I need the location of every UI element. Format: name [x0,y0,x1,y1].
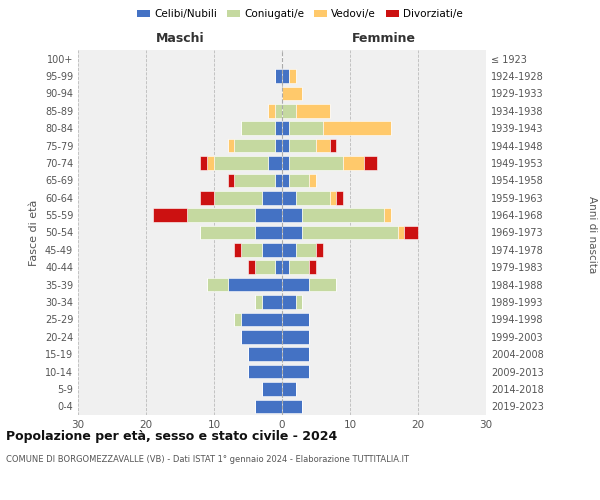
Bar [268,104,275,118]
Bar [384,208,391,222]
Bar [282,382,296,396]
Bar [248,365,282,378]
Bar [227,174,235,187]
Text: Popolazione per età, sesso e stato civile - 2024: Popolazione per età, sesso e stato civil… [6,430,337,443]
Bar [282,278,309,291]
Bar [255,208,282,222]
Bar [343,156,364,170]
Bar [329,191,337,204]
Bar [200,191,214,204]
Bar [255,260,275,274]
Bar [282,400,302,413]
Bar [289,122,323,135]
Bar [309,278,337,291]
Bar [289,70,296,83]
Bar [282,330,309,344]
Bar [364,156,377,170]
Bar [282,191,296,204]
Bar [275,260,282,274]
Bar [255,295,262,309]
Bar [248,260,255,274]
Bar [282,174,289,187]
Bar [329,139,337,152]
Bar [187,208,255,222]
Bar [262,191,282,204]
Bar [289,156,343,170]
Bar [296,104,329,118]
Bar [309,174,316,187]
Legend: Celibi/Nubili, Coniugati/e, Vedovi/e, Divorziati/e: Celibi/Nubili, Coniugati/e, Vedovi/e, Di… [133,5,467,24]
Bar [268,156,282,170]
Bar [262,295,282,309]
Bar [255,226,282,239]
Bar [323,122,391,135]
Bar [275,174,282,187]
Bar [248,348,282,361]
Bar [282,260,289,274]
Bar [235,174,275,187]
Bar [255,400,282,413]
Bar [282,104,296,118]
Bar [282,156,289,170]
Bar [316,139,329,152]
Bar [398,226,404,239]
Bar [289,174,309,187]
Bar [309,260,316,274]
Bar [227,278,282,291]
Bar [241,330,282,344]
Bar [235,312,241,326]
Text: Femmine: Femmine [352,32,416,45]
Bar [275,104,282,118]
Bar [282,86,302,100]
Bar [296,243,316,256]
Bar [200,226,255,239]
Bar [296,295,302,309]
Bar [214,191,262,204]
Bar [282,226,302,239]
Bar [262,382,282,396]
Text: COMUNE DI BORGOMEZZAVALLE (VB) - Dati ISTAT 1° gennaio 2024 - Elaborazione TUTTI: COMUNE DI BORGOMEZZAVALLE (VB) - Dati IS… [6,455,409,464]
Bar [337,191,343,204]
Bar [227,139,235,152]
Bar [282,139,289,152]
Bar [302,226,398,239]
Bar [241,243,262,256]
Bar [262,243,282,256]
Bar [289,260,309,274]
Bar [200,156,207,170]
Bar [282,70,289,83]
Bar [241,122,275,135]
Bar [153,208,187,222]
Text: Maschi: Maschi [155,32,205,45]
Bar [289,139,316,152]
Bar [282,295,296,309]
Bar [282,348,309,361]
Text: Anni di nascita: Anni di nascita [587,196,597,274]
Bar [207,156,214,170]
Y-axis label: Fasce di età: Fasce di età [29,200,39,266]
Bar [282,208,302,222]
Bar [296,191,329,204]
Bar [282,365,309,378]
Bar [404,226,418,239]
Bar [282,243,296,256]
Bar [235,243,241,256]
Bar [282,312,309,326]
Bar [241,312,282,326]
Bar [316,243,323,256]
Bar [302,208,384,222]
Bar [275,70,282,83]
Bar [207,278,227,291]
Bar [235,139,275,152]
Bar [275,122,282,135]
Bar [282,122,289,135]
Bar [214,156,268,170]
Bar [275,139,282,152]
